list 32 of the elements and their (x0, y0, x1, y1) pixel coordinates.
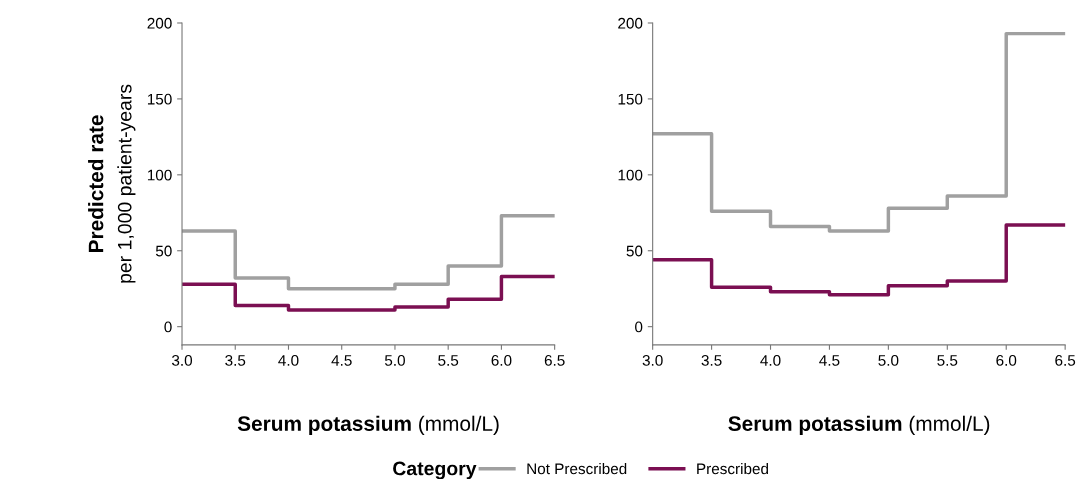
y-tick-label: 0 (635, 321, 643, 333)
x-tick-label: 3.0 (642, 355, 663, 366)
legend-label: Prescribed (697, 462, 768, 475)
x-tick-label: 3.5 (701, 355, 722, 366)
legend-title: Category (393, 461, 477, 479)
x-tick-label: 5.0 (384, 355, 405, 366)
y-tick-label: 50 (155, 245, 172, 257)
x-tick-label: 3.0 (171, 355, 193, 366)
x-tick-label: 6.0 (996, 355, 1017, 366)
y-tick-label: 100 (618, 169, 643, 181)
x-tick-label: 4.5 (819, 355, 840, 366)
x-axis-title: Serum potassium (mmol/L) (237, 415, 499, 436)
x-tick-label: 4.0 (278, 355, 299, 366)
y-tick-label: 50 (626, 245, 643, 257)
x-axis-title: Serum potassium (mmol/L) (728, 415, 990, 436)
x-tick-label: 6.5 (544, 355, 565, 366)
x-tick-label: 6.5 (1055, 355, 1076, 366)
y-tick-label: 150 (618, 93, 643, 105)
x-tick-label: 6.0 (491, 355, 512, 366)
y-tick-label: 100 (147, 169, 172, 181)
x-tick-label: 5.5 (438, 355, 459, 366)
y-tick-label: 0 (164, 321, 172, 333)
y-tick-label: 200 (618, 17, 643, 29)
x-tick-label: 5.0 (878, 355, 899, 366)
legend-label: Not Prescribed (527, 462, 627, 475)
y-tick-label: 200 (147, 17, 172, 29)
x-tick-label: 3.5 (225, 355, 246, 366)
y-tick-label: 150 (147, 93, 172, 105)
x-tick-label: 5.5 (937, 355, 958, 366)
x-tick-label: 4.0 (760, 355, 781, 366)
x-tick-label: 4.5 (331, 355, 352, 366)
y-axis-title: Predicted rate per 1,000 patient-years (88, 84, 136, 283)
